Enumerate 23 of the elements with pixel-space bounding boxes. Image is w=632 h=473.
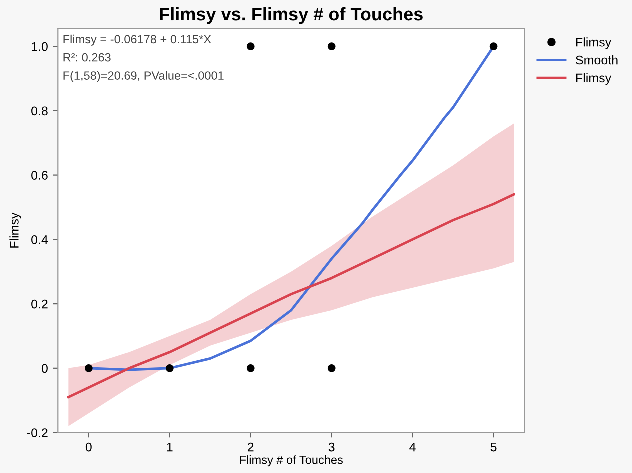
annotation: F(1,58)=20.69, PValue=<.0001 [64,71,224,82]
line-series [67,193,516,399]
chart-title: Flimsy vs. Flimsy # of Touches [160,7,423,24]
y-tick-label: 0.6 [32,171,48,180]
y-tick-label: 0.2 [32,300,48,309]
annotation: Flimsy = -0.06178 + 0.115*X [64,34,212,46]
y-tick-label: 0.8 [32,106,48,116]
legend-label: Smooth [576,56,618,65]
x-tick-label: 5 [490,442,497,452]
x-tick-label: 1 [167,442,173,452]
y-tick-label: 1.0 [32,42,48,52]
legend-label: Flimsy [576,38,612,50]
x-tick-label: 4 [410,442,416,452]
y-axis-title: Flimsy [10,212,22,248]
x-tick-label: 3 [328,442,335,452]
annotation: R²: 0.263 [64,53,111,62]
x-tick-label: 2 [248,442,254,452]
x-tick-label: 0 [86,442,92,452]
legend-label: Flimsy [576,73,612,86]
x-axis-title: Flimsy # of Touches [240,456,343,467]
y-tick-label: -0.2 [27,428,48,438]
y-tick-label: 0.4 [32,235,48,244]
y-tick-label: 0 [42,364,48,374]
